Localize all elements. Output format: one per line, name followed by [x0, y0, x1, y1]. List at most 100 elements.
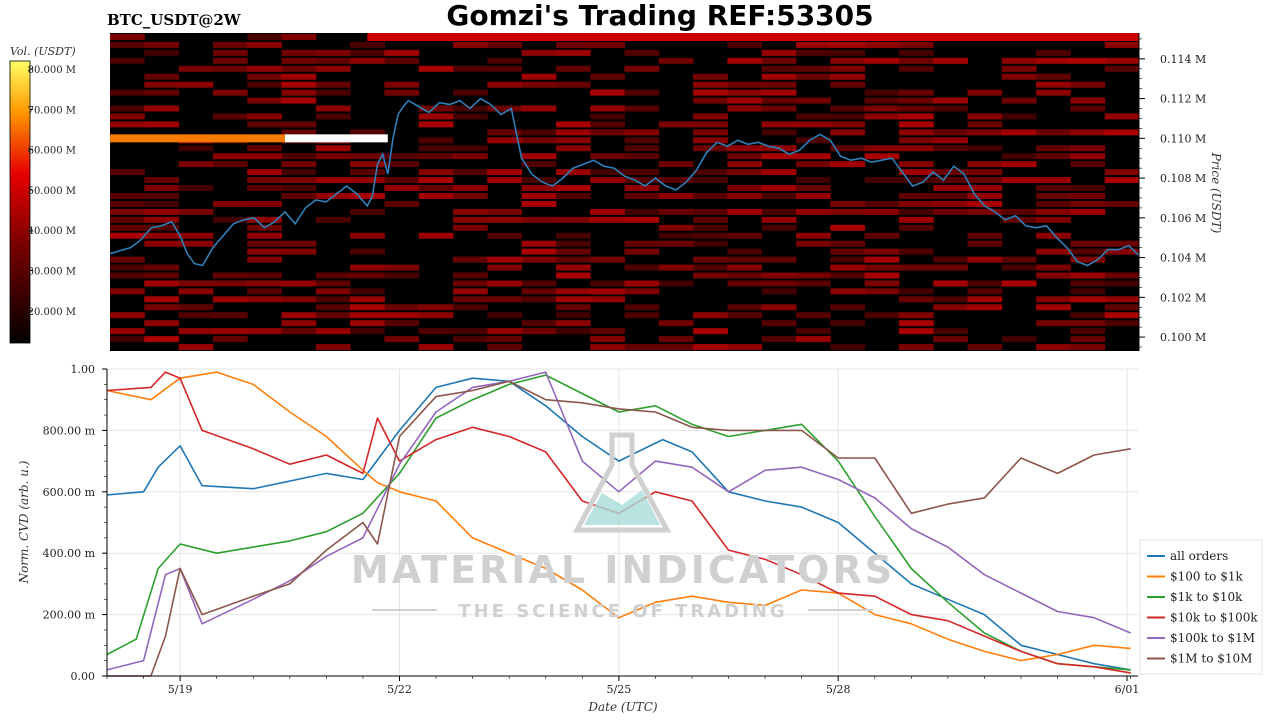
- liquidity-cell: [384, 57, 420, 64]
- price-axis: 0.114 M 0.112 M 0.110 M 0.108 M 0.106 M 0.104…: [1138, 33, 1206, 351]
- colorbar-tick-label: 80.000 M: [28, 65, 76, 76]
- liquidity-cell: [864, 288, 900, 295]
- liquidity-cell: [212, 65, 248, 72]
- liquidity-cell: [1036, 57, 1071, 64]
- liquidity-cell: [933, 97, 968, 104]
- flask-icon: [572, 432, 672, 533]
- liquidity-cell: [1070, 105, 1106, 112]
- liquidity-cell: [212, 57, 248, 64]
- liquidity-cell: [1001, 177, 1037, 184]
- liquidity-cell: [967, 89, 1003, 96]
- liquidity-cell: [521, 200, 557, 207]
- liquidity-cell: [555, 304, 591, 311]
- liquidity-cell: [693, 97, 728, 104]
- liquidity-cell: [898, 312, 934, 319]
- liquidity-cell: [727, 169, 763, 176]
- liquidity-cell: [453, 193, 488, 199]
- liquidity-cell: [761, 169, 797, 176]
- liquidity-cell: [933, 200, 968, 207]
- liquidity-cell: [178, 304, 214, 311]
- liquidity-cell: [384, 49, 420, 56]
- liquidity-cell: [487, 280, 523, 287]
- series-line: [106, 371, 1132, 671]
- liquidity-cell: [1036, 272, 1071, 279]
- liquidity-cell: [453, 145, 488, 152]
- liquidity-cell: [761, 121, 797, 128]
- watermark-main: MATERIAL INDICATORS: [351, 548, 895, 592]
- liquidity-cell: [110, 288, 145, 295]
- liquidity-cell: [350, 320, 385, 327]
- liquidity-cell: [830, 73, 866, 80]
- liquidity-cell: [315, 304, 351, 311]
- liquidity-cell: [796, 49, 831, 56]
- liquidity-cell: [453, 65, 488, 72]
- liquidity-cell: [315, 145, 351, 152]
- liquidity-cell: [796, 65, 831, 72]
- liquidity-cell: [727, 344, 763, 350]
- liquidity-cell: [830, 224, 866, 231]
- liquidity-cell: [761, 256, 797, 263]
- liquidity-cell: [590, 129, 625, 136]
- liquidity-cell: [350, 169, 385, 176]
- series-line: [107, 380, 1131, 677]
- liquidity-cell: [693, 121, 728, 128]
- liquidity-cell: [281, 169, 317, 176]
- liquidity-cell: [110, 41, 145, 48]
- liquidity-cell: [830, 344, 866, 350]
- liquidity-cell: [418, 232, 454, 239]
- liquidity-cell: [967, 208, 1003, 215]
- liquidity-cell: [178, 185, 214, 191]
- liquidity-cell: [761, 336, 797, 343]
- liquidity-cell: [967, 232, 1003, 239]
- liquidity-cell: [864, 200, 900, 207]
- liquidity-cell: [144, 193, 180, 199]
- liquidity-cell: [590, 169, 625, 176]
- liquidity-cell: [315, 280, 351, 287]
- liquidity-cell: [144, 177, 180, 184]
- liquidity-cell: [350, 304, 385, 311]
- liquidity-cell: [864, 57, 900, 64]
- liquidity-cell: [315, 272, 351, 279]
- liquidity-cell: [110, 89, 145, 96]
- liquidity-cell: [247, 256, 282, 263]
- liquidity-cell: [864, 145, 900, 152]
- liquidity-cell: [1104, 57, 1140, 64]
- liquidity-cell: [110, 121, 145, 128]
- liquidity-cell: [898, 89, 934, 96]
- liquidity-cell: [796, 280, 831, 287]
- liquidity-cell: [281, 121, 317, 128]
- liquidity-cell: [590, 105, 625, 112]
- liquidity-cell: [281, 73, 317, 80]
- liquidity-cell: [453, 296, 488, 303]
- liquidity-cell: [761, 49, 797, 56]
- liquidity-cell: [796, 336, 831, 343]
- liquidity-cell: [555, 81, 591, 88]
- liquidity-cell: [453, 224, 488, 231]
- liquidity-cell: [933, 145, 968, 152]
- liquidity-cell: [1036, 73, 1071, 80]
- price-tick-label: 0.106 M: [1160, 212, 1206, 225]
- liquidity-cell: [830, 81, 866, 88]
- liquidity-cell: [521, 288, 557, 295]
- liquidity-cell: [624, 49, 660, 56]
- liquidity-cell: [761, 73, 797, 80]
- liquidity-cell: [281, 153, 317, 160]
- liquidity-cell: [281, 65, 317, 72]
- liquidity-cell: [521, 248, 557, 255]
- liquidity-cell: [487, 105, 523, 112]
- liquidity-cell: [247, 296, 282, 303]
- liquidity-cell: [281, 177, 317, 184]
- liquidity-cell: [144, 208, 180, 215]
- liquidity-cell: [1070, 280, 1106, 287]
- price-line: [109, 97, 1140, 267]
- liquidity-cell: [521, 105, 557, 112]
- liquidity-cell: [418, 65, 454, 72]
- liquidity-cell: [315, 105, 351, 112]
- liquidity-cell: [761, 208, 797, 215]
- liquidity-cell: [898, 169, 934, 176]
- liquidity-cell: [487, 137, 523, 144]
- liquidity-cell: [1001, 336, 1037, 343]
- liquidity-cell: [761, 288, 797, 295]
- liquidity-cell: [110, 169, 145, 176]
- liquidity-cell: [830, 264, 866, 271]
